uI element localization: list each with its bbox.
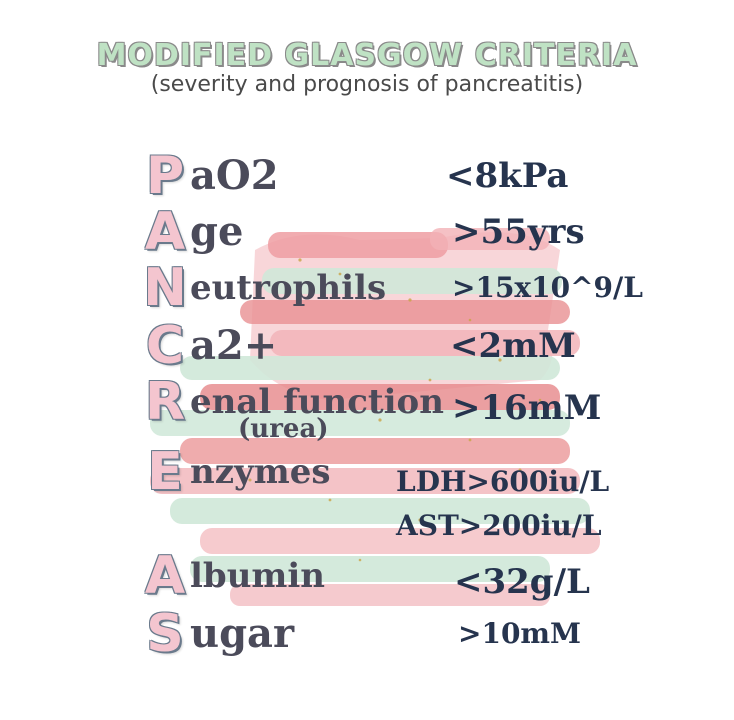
criterion-threshold: >10mM bbox=[458, 617, 582, 650]
criterion-note: (urea) bbox=[238, 414, 329, 444]
criteria-row-sugar: S ugar >10mM bbox=[0, 604, 734, 664]
criteria-row-age: A ge >55yrs bbox=[0, 202, 734, 262]
criterion-name: ugar bbox=[190, 610, 295, 657]
criterion-threshold-extra: AST>200iu/L bbox=[396, 509, 602, 542]
criterion-name: aO2 bbox=[190, 152, 279, 199]
criterion-threshold: >55yrs bbox=[452, 212, 585, 252]
criterion-threshold: <32g/L bbox=[454, 562, 590, 602]
criterion-threshold: <2mM bbox=[450, 326, 576, 366]
criterion-threshold: >16mM bbox=[452, 388, 602, 428]
criteria-row-neutrophils: N eutrophils >15x10^9/L bbox=[0, 258, 734, 318]
acronym-letter: A bbox=[144, 202, 186, 262]
criterion-name: nzymes bbox=[190, 452, 331, 492]
acronym-letter: A bbox=[144, 546, 186, 606]
acronym-letter: R bbox=[144, 372, 186, 432]
acronym-letter: C bbox=[145, 316, 185, 376]
page-title: MODIFIED GLASGOW CRITERIA bbox=[96, 38, 638, 73]
criterion-threshold: >15x10^9/L bbox=[452, 271, 643, 304]
page-subtitle: (severity and prognosis of pancreatitis) bbox=[150, 72, 584, 97]
acronym-letter: N bbox=[143, 258, 187, 318]
criterion-name: eutrophils bbox=[190, 268, 387, 308]
criterion-name: ge bbox=[190, 208, 244, 255]
acronym-letter: P bbox=[145, 146, 185, 206]
acronym-letter: S bbox=[146, 604, 184, 664]
criterion-threshold: LDH>600iu/L bbox=[396, 465, 610, 498]
acronym-letter: E bbox=[147, 442, 183, 502]
criteria-row-pao2: P aO2 <8kPa bbox=[0, 146, 734, 206]
criteria-row-renal-function: R enal function (urea) >16mM bbox=[0, 372, 734, 442]
criteria-row-albumin: A lbumin <32g/L bbox=[0, 546, 734, 606]
criteria-row-enzymes: E nzymes LDH>600iu/L AST>200iu/L bbox=[0, 442, 734, 542]
criterion-name: a2+ bbox=[190, 322, 278, 369]
criterion-name: lbumin bbox=[190, 556, 326, 596]
criterion-threshold: <8kPa bbox=[446, 156, 569, 196]
criteria-row-calcium: C a2+ <2mM bbox=[0, 316, 734, 376]
criterion-name: enal function bbox=[190, 382, 444, 422]
